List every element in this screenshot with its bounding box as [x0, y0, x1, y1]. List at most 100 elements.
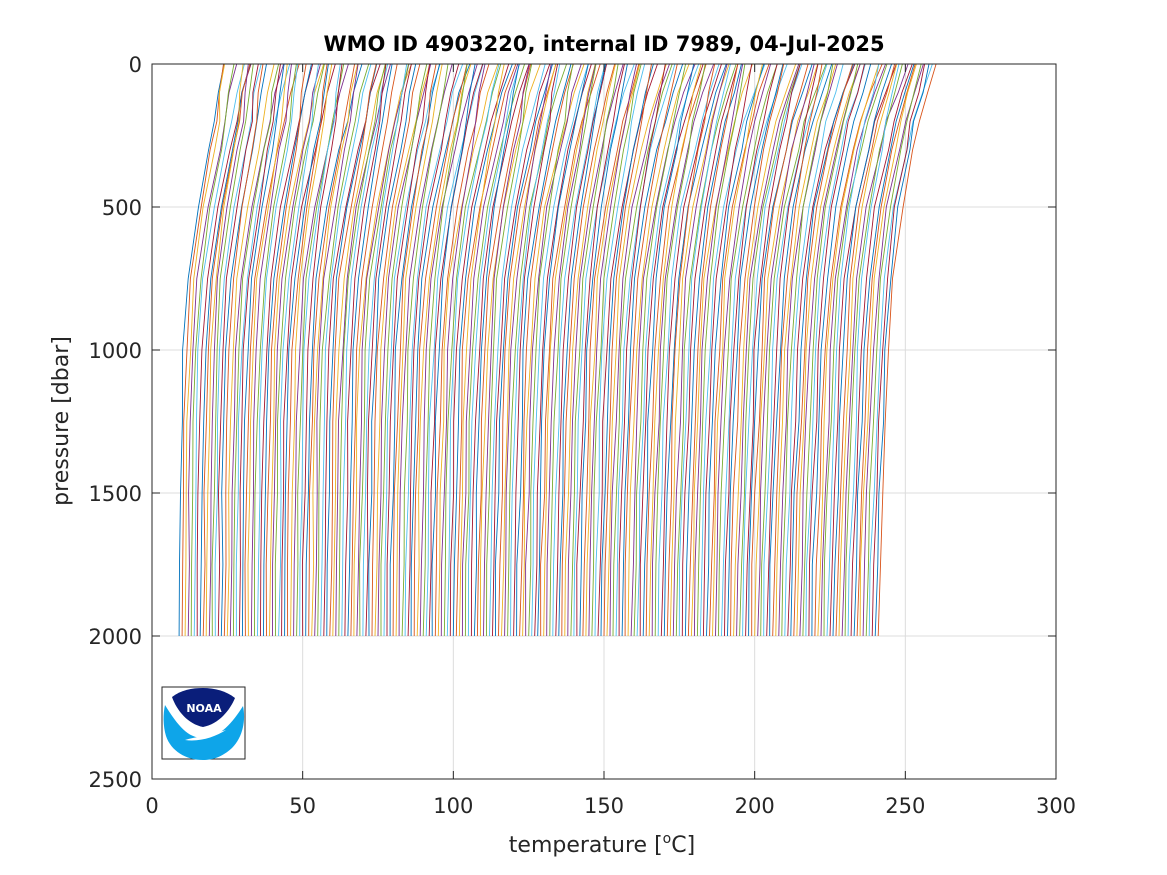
profile-line [709, 63, 770, 637]
profile-line [211, 63, 254, 637]
profile-line [663, 63, 727, 637]
profile-line [531, 63, 589, 637]
profile-line [820, 63, 887, 637]
profile-line [223, 63, 264, 637]
profile-line [781, 63, 834, 637]
profile-line [618, 63, 666, 637]
profile-line [220, 63, 267, 637]
profile-line [769, 63, 833, 637]
profile-line [874, 63, 930, 637]
profile-line [528, 63, 574, 637]
profile-line [793, 63, 854, 637]
profile-line [440, 63, 486, 637]
profile-line [603, 63, 652, 637]
profile-line [365, 63, 412, 637]
profile-line [338, 63, 386, 637]
profile-line [826, 63, 880, 637]
profile-line [859, 63, 917, 637]
profile-line [811, 63, 872, 637]
logo-bottom-swoosh [163, 705, 245, 760]
profile-line [775, 63, 837, 637]
profile-line [371, 63, 421, 637]
profile-line [745, 63, 801, 637]
profile-line [579, 63, 628, 637]
profile-line [853, 63, 915, 637]
profile-line [208, 63, 249, 637]
profile-line [555, 63, 608, 637]
profile-line [847, 63, 900, 637]
profile-line [431, 63, 476, 637]
profile-line [693, 63, 744, 637]
profile-line [329, 63, 377, 637]
y-tick-labels: 0 500 1000 1500 2000 2500 [89, 53, 142, 792]
profile-line [672, 63, 728, 637]
profile-line [305, 63, 363, 637]
profile-line [823, 63, 888, 637]
x-axis-label: temperature [oC] [509, 831, 695, 858]
profile-line [757, 63, 815, 637]
profile-line [817, 63, 880, 637]
profile-line [715, 63, 772, 637]
profile-line [413, 63, 468, 637]
profile-line [537, 63, 589, 637]
profile-line [609, 63, 670, 637]
profile-line [642, 63, 695, 637]
profile-line [434, 63, 490, 637]
profile-line [621, 63, 684, 637]
y-tick-label: 1000 [89, 339, 142, 363]
profile-line [299, 63, 341, 637]
profile-line [455, 63, 517, 637]
profile-line [483, 63, 530, 637]
profile-line [311, 63, 359, 637]
profile-line [516, 63, 572, 637]
profile-line [278, 63, 319, 637]
profile-line [250, 63, 292, 637]
profile-line [838, 63, 898, 637]
profile-line [184, 63, 226, 637]
profile-line [784, 63, 844, 637]
profile-line [636, 63, 700, 637]
profiles [178, 63, 937, 637]
profile-line [829, 63, 897, 637]
profile-line [229, 63, 285, 637]
y-axis-label: pressure [dbar] [49, 336, 74, 506]
profile-line [226, 63, 275, 637]
profile-line [651, 63, 715, 637]
profile-line [473, 63, 520, 637]
profile-line [696, 63, 746, 637]
x-axis-label-superscript: o [663, 831, 672, 847]
profile-line [214, 63, 262, 637]
profile-line [669, 63, 730, 637]
profile-line [597, 63, 658, 637]
profile-line [314, 63, 359, 637]
profile-line [494, 63, 553, 637]
profile-line [476, 63, 532, 637]
profile-line [805, 63, 866, 637]
profile-line [489, 63, 546, 637]
profile-line [648, 63, 702, 637]
y-tick-label: 2500 [89, 768, 142, 792]
profile-line [281, 63, 336, 637]
y-tick-label: 1500 [89, 482, 142, 506]
profile-line [802, 63, 859, 637]
profile-line [850, 63, 913, 637]
profile-line [796, 63, 861, 637]
noaa-logo: NOAA [161, 686, 246, 760]
profile-line [588, 63, 637, 637]
profile-line [419, 63, 478, 637]
profile-line [368, 63, 417, 637]
profile-line [865, 63, 922, 637]
profile-line [467, 63, 520, 637]
profile-line [675, 63, 737, 637]
profile-line [736, 63, 800, 637]
profile-line [654, 63, 706, 637]
profile-line [630, 63, 696, 637]
profile-line [272, 63, 321, 637]
logo-top-dome [172, 688, 235, 727]
x-tick-label: 50 [289, 794, 316, 818]
profile-line [232, 63, 280, 637]
profile-line [561, 63, 616, 637]
profile-line [835, 63, 896, 637]
profile-line [404, 63, 464, 637]
profile-line [247, 63, 288, 637]
